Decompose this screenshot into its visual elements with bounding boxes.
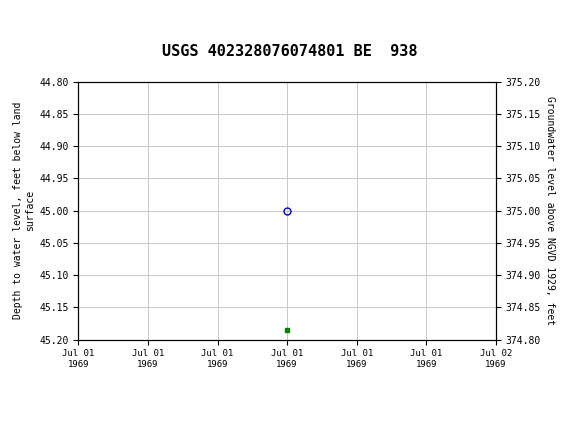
Text: ≡USGS: ≡USGS bbox=[3, 9, 49, 24]
Text: USGS 402328076074801 BE  938: USGS 402328076074801 BE 938 bbox=[162, 44, 418, 59]
Y-axis label: Groundwater level above NGVD 1929, feet: Groundwater level above NGVD 1929, feet bbox=[545, 96, 555, 325]
Y-axis label: Depth to water level, feet below land
surface: Depth to water level, feet below land su… bbox=[13, 102, 35, 319]
